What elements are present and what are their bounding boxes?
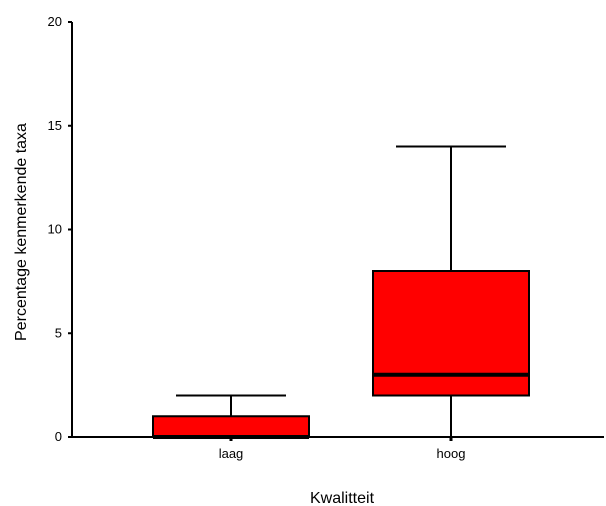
y-tick-label: 10 (48, 222, 62, 237)
box-laag (152, 415, 310, 438)
y-tick-label: 5 (55, 325, 62, 340)
x-tick-label: laag (219, 446, 244, 461)
y-tick-label: 0 (55, 429, 62, 444)
x-tick-label: hoog (437, 446, 466, 461)
y-tick-label: 20 (48, 14, 62, 29)
y-tick-label: 15 (48, 118, 62, 133)
x-axis-title: Kwalitteit (310, 490, 375, 506)
box-hoog (372, 270, 530, 397)
y-axis-title: Percentage kenmerkende taxa (13, 123, 30, 341)
